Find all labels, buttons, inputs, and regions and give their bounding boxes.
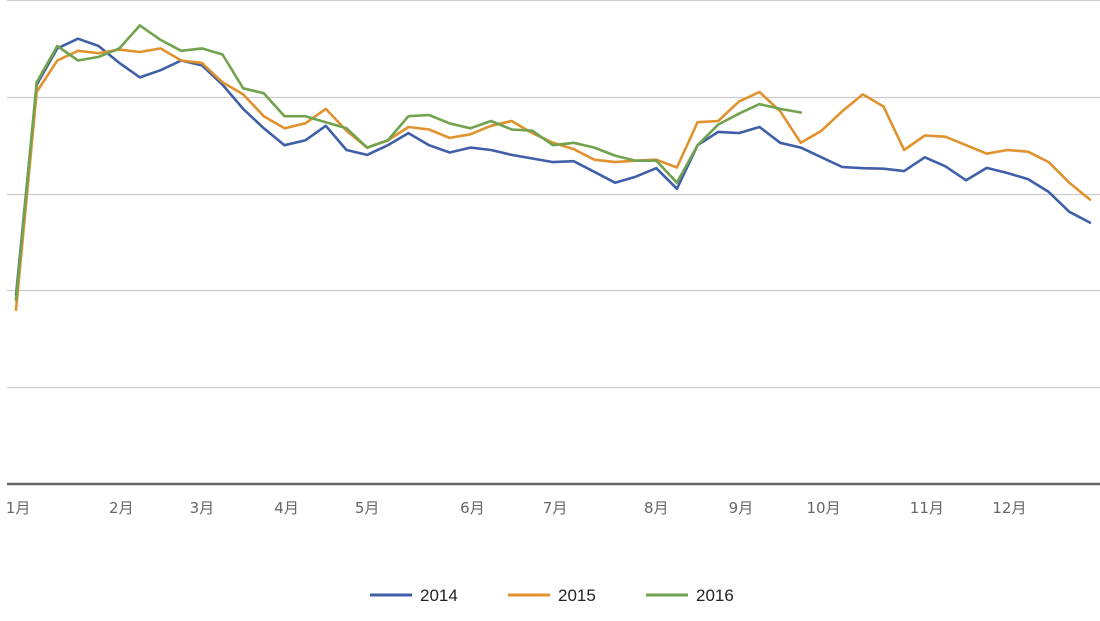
series-line-2015 [14, 47, 1092, 312]
x-tick-label: 1月 [6, 499, 31, 517]
x-tick-labels: 1月 2月 3月 4月 5月 6月 7月 8月 9月 10月 11月 12月 [6, 499, 1027, 517]
x-tick-label: 5月 [355, 499, 380, 517]
legend: 2014 2015 2016 [370, 586, 734, 605]
x-tick-label: 10月 [807, 499, 841, 517]
x-tick-label: 12月 [992, 499, 1026, 517]
x-tick-label: 4月 [274, 499, 299, 517]
series-line-2016 [14, 24, 803, 302]
x-tick-label: 2月 [109, 499, 134, 517]
series-line-2014 [14, 37, 1092, 297]
gridlines [7, 0, 1100, 389]
x-tick-label: 3月 [190, 499, 215, 517]
x-tick-label: 11月 [910, 499, 944, 517]
x-tick-label: 8月 [644, 499, 669, 517]
x-tick-label: 9月 [729, 499, 754, 517]
x-tick-label: 7月 [543, 499, 568, 517]
x-tick-label: 6月 [460, 499, 485, 517]
legend-label: 2015 [558, 586, 596, 605]
series-lines [14, 24, 1092, 312]
legend-label: 2014 [420, 586, 458, 605]
legend-label: 2016 [696, 586, 734, 605]
